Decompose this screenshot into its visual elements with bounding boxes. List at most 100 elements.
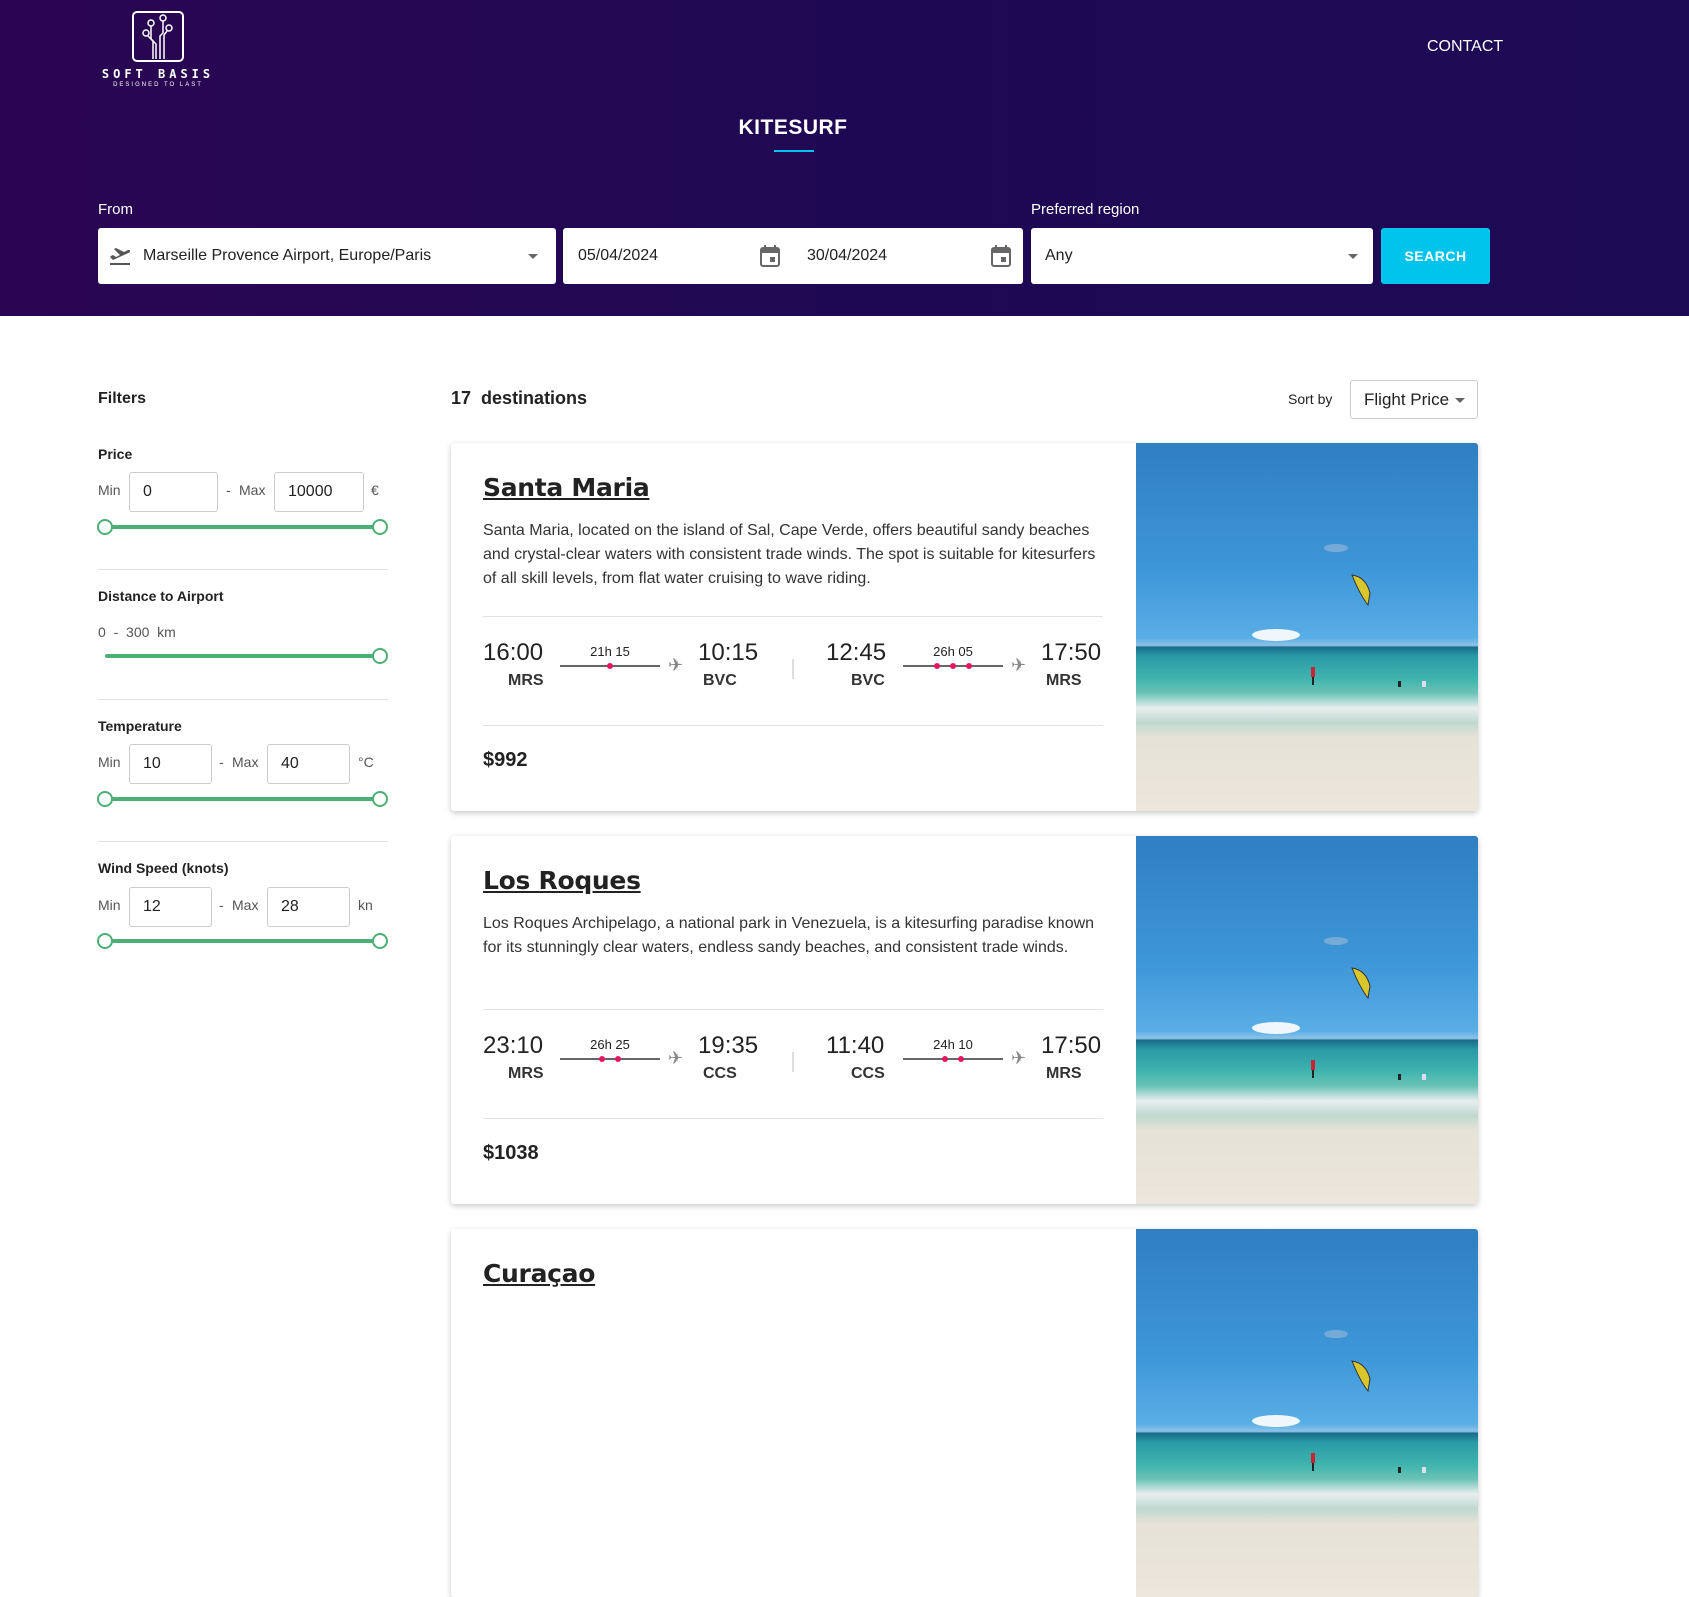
max-label: Max bbox=[239, 482, 266, 498]
slider-max-handle[interactable] bbox=[372, 933, 388, 949]
kite-photo-image bbox=[1252, 1330, 1426, 1473]
slider-max-handle[interactable] bbox=[372, 648, 388, 664]
flight-price: $1038 bbox=[483, 1142, 539, 1164]
distance-slider[interactable] bbox=[105, 648, 388, 664]
stop-dot bbox=[966, 663, 972, 669]
stops-line bbox=[903, 663, 1003, 669]
destination-title-link[interactable]: Los Roques bbox=[483, 866, 641, 895]
divider bbox=[483, 616, 1103, 617]
results-count: 17 destinations bbox=[451, 388, 588, 408]
unit-label: € bbox=[371, 482, 379, 498]
min-label: Min bbox=[98, 897, 121, 913]
slider-max-handle[interactable] bbox=[372, 519, 388, 535]
destination-title-link[interactable]: Santa Maria bbox=[483, 473, 650, 502]
sort-select[interactable]: Flight Price bbox=[1350, 380, 1478, 419]
airplane-icon: ✈ bbox=[668, 655, 684, 675]
price-slider[interactable] bbox=[97, 519, 388, 535]
distance-label: Distance to Airport bbox=[98, 588, 224, 604]
calendar-icon[interactable] bbox=[760, 245, 780, 272]
airplane-icon: ✈ bbox=[1011, 655, 1027, 675]
flight-itinerary: 16:00 MRS 21h 15 ✈ 10:15 BVC 12:45 BVC 2… bbox=[483, 639, 1103, 699]
date-range-picker[interactable]: 05/04/2024 30/04/2024 bbox=[563, 228, 1023, 284]
from-value: Marseille Provence Airport, Europe/Paris bbox=[143, 247, 432, 264]
stop-dot bbox=[958, 1056, 964, 1062]
circuit-icon bbox=[132, 11, 184, 62]
slider-min-handle[interactable] bbox=[97, 791, 113, 807]
wind-min-input[interactable]: 12 bbox=[129, 887, 212, 927]
stop-dot bbox=[615, 1056, 621, 1062]
flight-leg-return: 11:40 CCS 24h 10 ✈ 17:50 MRS bbox=[826, 1032, 1104, 1092]
divider bbox=[98, 569, 388, 570]
departure-time: 23:10 bbox=[483, 1032, 544, 1059]
max-label: Max bbox=[232, 897, 259, 913]
slider-max-handle[interactable] bbox=[372, 791, 388, 807]
departure-time: 16:00 bbox=[483, 639, 544, 666]
wind-max-input[interactable]: 28 bbox=[267, 887, 350, 927]
wind-speed-label: Wind Speed (knots) bbox=[98, 860, 229, 876]
region-label: Preferred region bbox=[1031, 201, 1140, 218]
unit-label: kn bbox=[358, 897, 373, 913]
stop-dot bbox=[950, 663, 956, 669]
departure-time: 12:45 bbox=[826, 639, 887, 666]
flight-duration: 24h 10 bbox=[933, 1037, 973, 1052]
chevron-down-icon bbox=[1348, 254, 1358, 259]
date-from-input[interactable]: 05/04/2024 bbox=[578, 247, 659, 264]
price-max-input[interactable]: 10000 bbox=[274, 472, 364, 512]
slider-min-handle[interactable] bbox=[97, 933, 113, 949]
destination-photo bbox=[1136, 443, 1478, 811]
departure-airport: CCS bbox=[851, 1065, 885, 1082]
departure-time: 11:40 bbox=[826, 1032, 885, 1059]
flight-leg-outbound: 16:00 MRS 21h 15 ✈ 10:15 BVC bbox=[483, 639, 761, 699]
temperature-max-input[interactable]: 40 bbox=[267, 744, 350, 784]
separator: - bbox=[226, 482, 231, 498]
divider bbox=[98, 699, 388, 700]
page-title: KITESURF bbox=[738, 116, 848, 139]
region-select[interactable]: Any bbox=[1031, 228, 1373, 284]
departure-airport: MRS bbox=[508, 1065, 544, 1082]
distance-range-text: 0 - 300 km bbox=[98, 624, 176, 640]
stop-dot bbox=[607, 663, 613, 669]
max-label: Max bbox=[232, 754, 259, 770]
calendar-icon[interactable] bbox=[991, 245, 1011, 272]
temperature-slider[interactable] bbox=[97, 791, 388, 807]
destination-card[interactable]: Los Roques Los Roques Archipelago, a nati… bbox=[451, 836, 1478, 1204]
chevron-down-icon bbox=[1455, 398, 1465, 403]
wind-slider[interactable] bbox=[97, 933, 388, 949]
flight-duration: 21h 15 bbox=[590, 644, 630, 659]
kite-photo-image bbox=[1252, 937, 1426, 1080]
chevron-down-icon bbox=[528, 254, 538, 259]
airplane-icon: ✈ bbox=[668, 1048, 684, 1068]
kite-photo-image bbox=[1252, 544, 1426, 687]
soft-basis-logo[interactable]: SOFT BASIS DESIGNED TO LAST bbox=[97, 11, 219, 89]
date-to-input[interactable]: 30/04/2024 bbox=[807, 247, 888, 264]
separator: - bbox=[219, 897, 224, 913]
from-select[interactable]: Marseille Provence Airport, Europe/Paris bbox=[98, 228, 556, 284]
price-min-input[interactable]: 0 bbox=[129, 472, 218, 512]
header: SOFT BASIS DESIGNED TO LAST CONTACT KITE… bbox=[0, 0, 1689, 316]
arrival-airport: MRS bbox=[1046, 672, 1082, 689]
min-label: Min bbox=[98, 754, 121, 770]
temperature-min-input[interactable]: 10 bbox=[129, 744, 212, 784]
price-label: Price bbox=[98, 446, 133, 462]
divider bbox=[483, 1118, 1103, 1119]
min-label: Min bbox=[98, 482, 121, 498]
arrival-time: 10:15 bbox=[698, 639, 759, 666]
title-underline bbox=[774, 150, 814, 152]
temperature-label: Temperature bbox=[98, 718, 182, 734]
divider bbox=[792, 659, 794, 679]
contact-link[interactable]: CONTACT bbox=[1427, 38, 1504, 55]
destination-title-link[interactable]: Curaçao bbox=[483, 1259, 596, 1288]
arrival-airport: MRS bbox=[1046, 1065, 1082, 1082]
slider-min-handle[interactable] bbox=[97, 519, 113, 535]
search-button[interactable]: SEARCH bbox=[1381, 228, 1490, 284]
destination-description: Los Roques Archipelago, a national park … bbox=[483, 915, 1095, 956]
stops-line bbox=[560, 663, 660, 669]
destination-card[interactable]: Santa Maria Santa Maria, located on the i… bbox=[451, 443, 1478, 811]
flight-price: $992 bbox=[483, 749, 528, 771]
departure-airport: BVC bbox=[851, 672, 885, 689]
from-label: From bbox=[98, 201, 133, 218]
arrival-time: 17:50 bbox=[1041, 1032, 1102, 1059]
destination-card[interactable]: Curaçao bbox=[451, 1229, 1478, 1597]
flight-duration: 26h 25 bbox=[590, 1037, 630, 1052]
arrival-airport: BVC bbox=[703, 672, 737, 689]
